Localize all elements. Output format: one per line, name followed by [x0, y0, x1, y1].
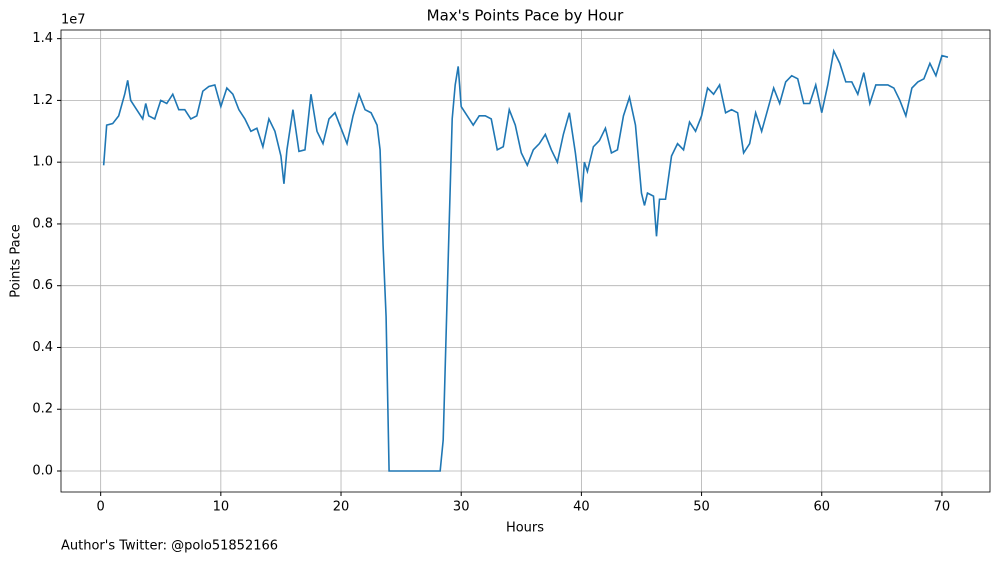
x-axis-label: Hours — [506, 521, 544, 536]
line — [102, 48, 949, 472]
x-tick-label: 50 — [693, 500, 710, 515]
y-tick-label: 1.0 — [32, 155, 53, 170]
plot-frame — [60, 29, 991, 493]
x-tick-label: 70 — [934, 500, 951, 515]
x-tick-label: 0 — [97, 500, 105, 515]
y-tick-label: 0.6 — [32, 278, 53, 293]
x-tick-label: 10 — [213, 500, 230, 515]
y-tick-label: 1.2 — [32, 93, 53, 108]
y-tick-label: 0.2 — [32, 402, 53, 417]
y-offset-label: 1e7 — [61, 13, 86, 28]
y-axis-label: Points Pace — [9, 224, 24, 298]
x-tick-label: 60 — [813, 500, 830, 515]
y-tick-label: 0.0 — [32, 464, 53, 479]
footer: Author's Twitter: @polo51852166 — [61, 539, 278, 554]
y-tick-label: 0.8 — [32, 216, 53, 231]
x-tick-label: 30 — [453, 500, 470, 515]
y-tick-label: 1.4 — [32, 31, 53, 46]
chart-title: Max's Points Pace by Hour — [427, 7, 624, 25]
y-tick-label: 0.4 — [32, 340, 53, 355]
x-tick-label: 20 — [333, 500, 350, 515]
x-tick-label: 40 — [573, 500, 590, 515]
